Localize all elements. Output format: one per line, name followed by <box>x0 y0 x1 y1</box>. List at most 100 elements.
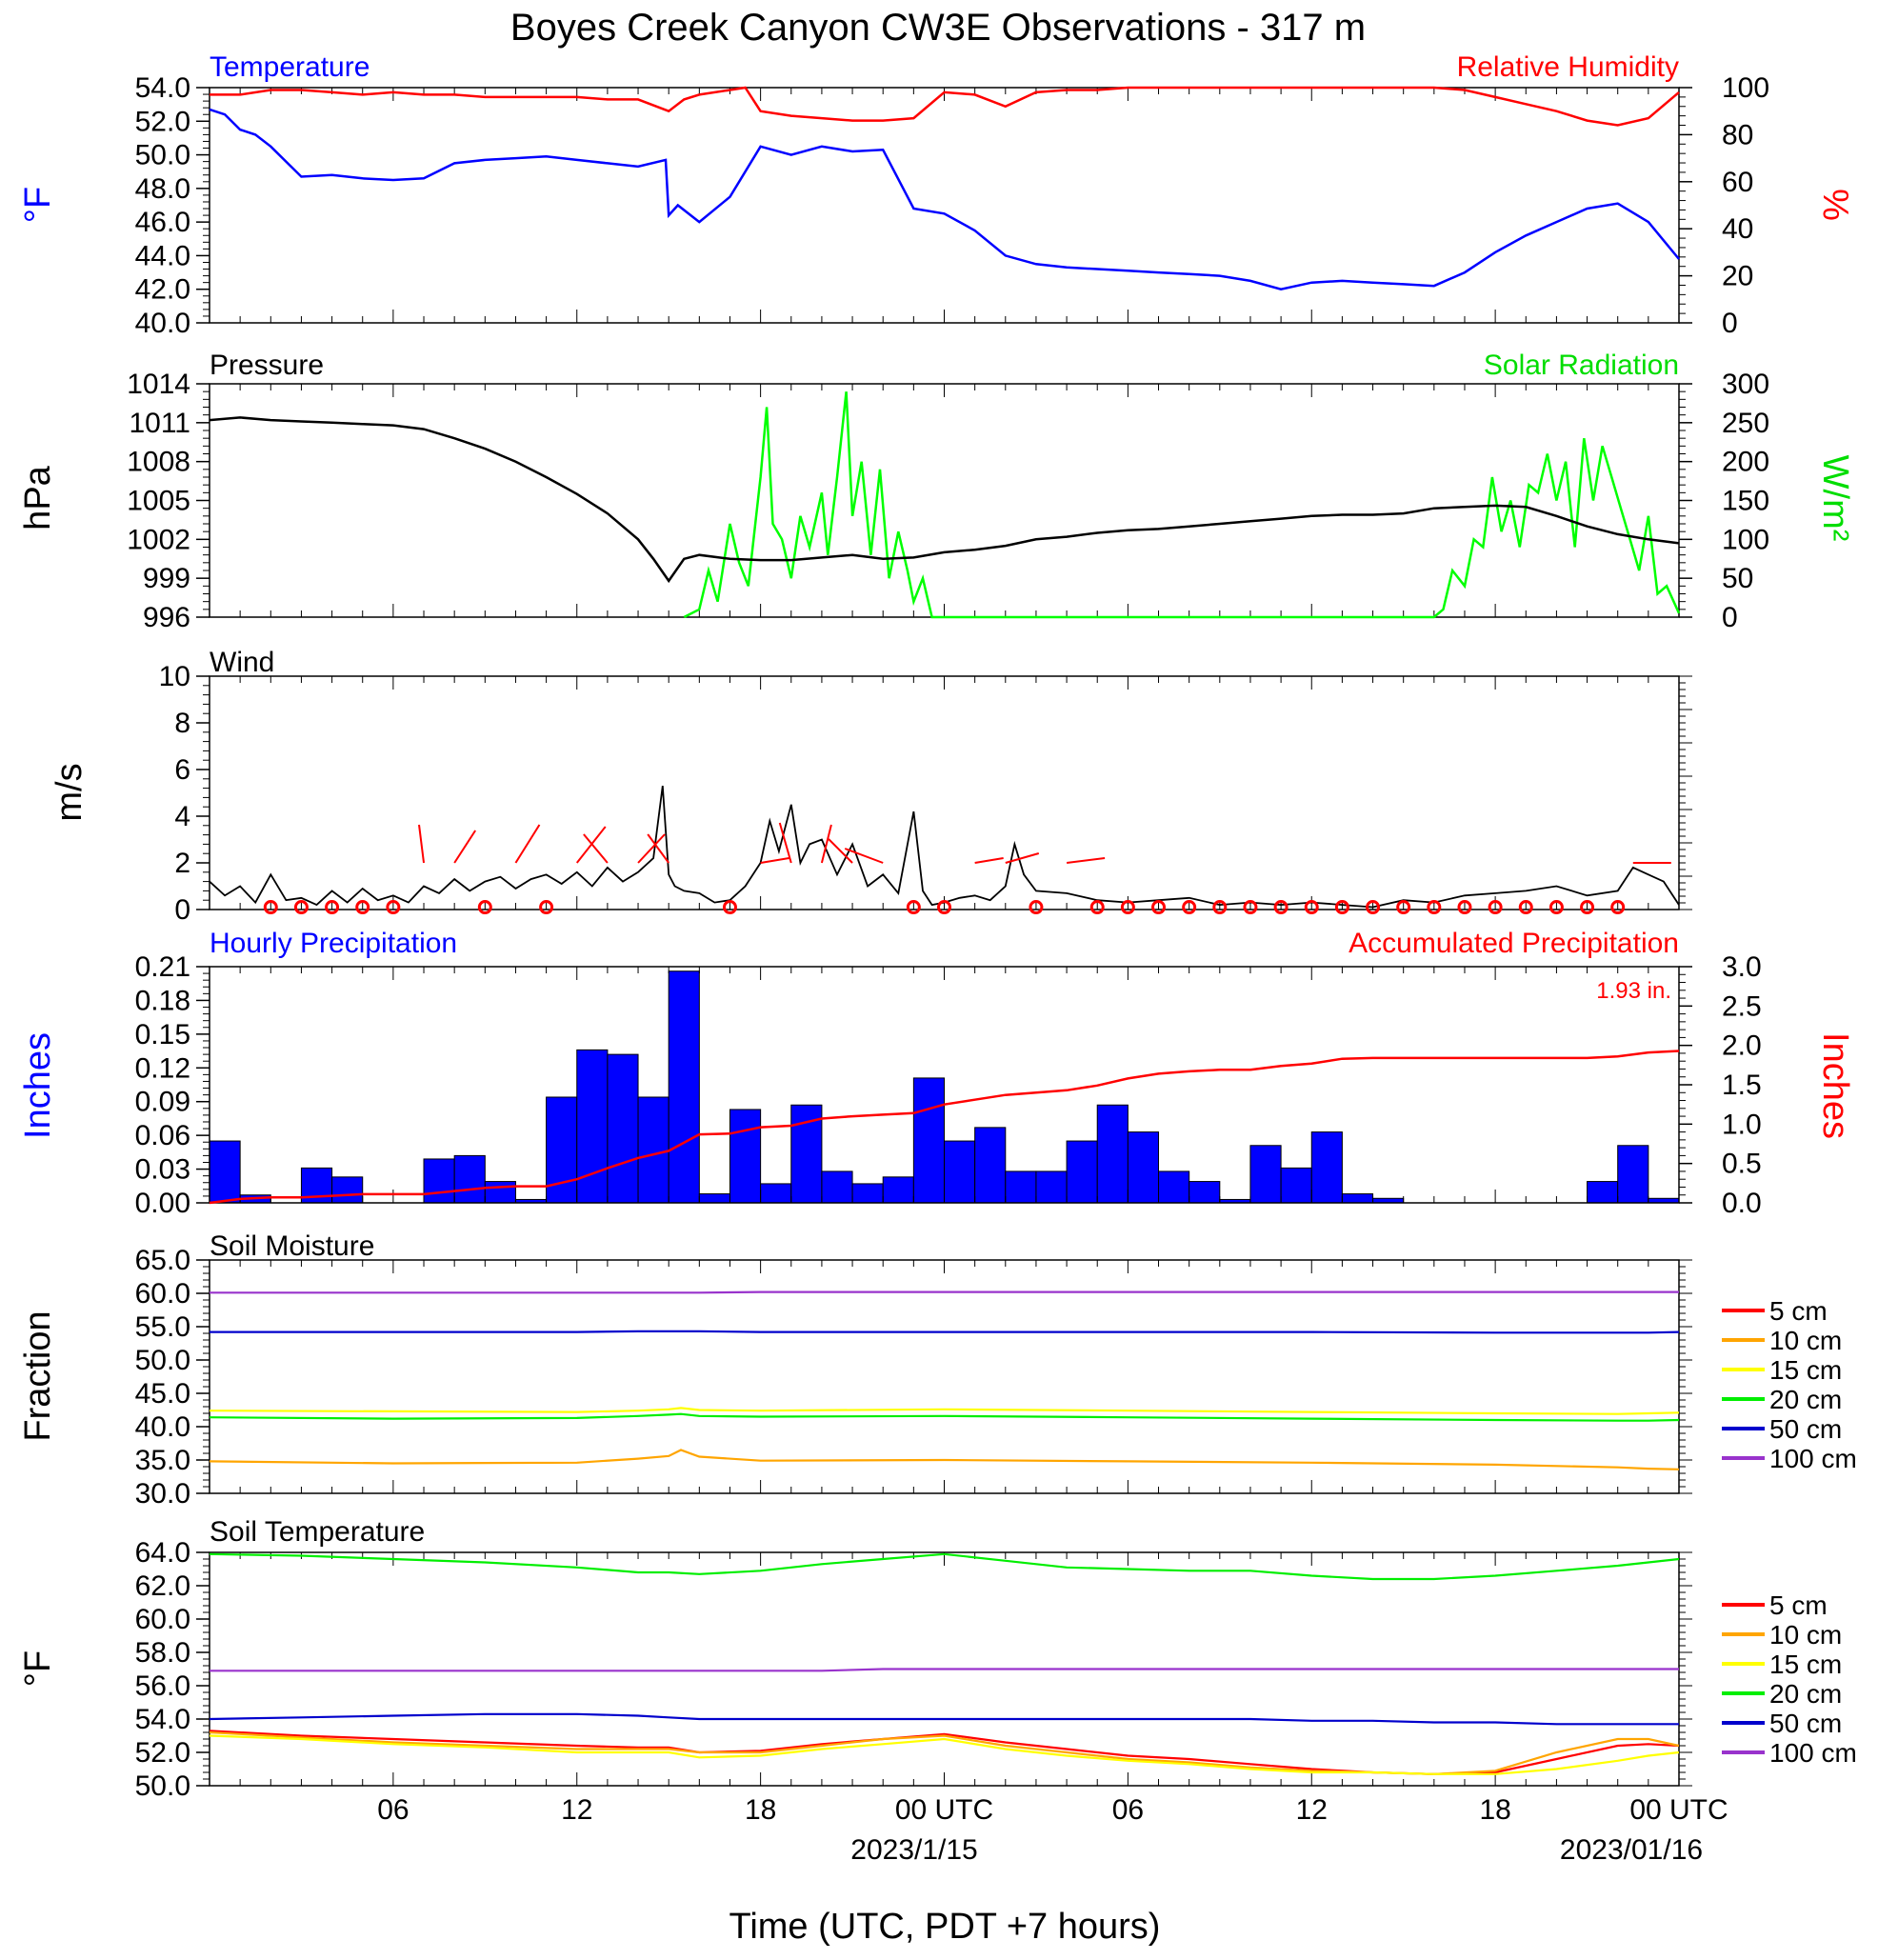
calm-wind-circle <box>1488 900 1503 915</box>
solar-radiation-line <box>683 391 1681 619</box>
precip-total-label: 1.93 in. <box>1596 978 1671 1004</box>
y2-tick-label: 150 <box>1722 486 1769 517</box>
y-tick-label: 1008 <box>127 447 190 478</box>
humidity-title: Relative Humidity <box>1457 51 1679 83</box>
y-tick-label: 65.0 <box>135 1245 190 1276</box>
y-tick-label: 50.0 <box>135 140 190 171</box>
soil-temp-right-ticks <box>1679 1551 1692 1787</box>
x-tick-label: 18 <box>1479 1794 1510 1826</box>
precip-bar <box>912 1077 946 1204</box>
precip-bar <box>453 1154 486 1204</box>
wind-barb <box>583 833 609 864</box>
panel-soil-temp: Soil Temperature °F 64.062.060.058.056.0… <box>18 1516 1857 1802</box>
accum-precip-axis-label: Inches <box>1815 1032 1855 1139</box>
wind-barb <box>828 838 853 864</box>
precip-bar <box>1310 1131 1343 1204</box>
soil-moisture-right-ticks <box>1679 1259 1692 1494</box>
y2-tick-label: 0 <box>1722 308 1738 339</box>
x-tick-label: 12 <box>561 1794 592 1826</box>
y2-tick-label: 0 <box>1722 602 1738 633</box>
calm-wind-circle <box>1610 900 1626 915</box>
soil-temp-line <box>209 1734 1680 1775</box>
precip-bar <box>423 1158 455 1204</box>
precip-bar <box>1280 1167 1312 1204</box>
precip-bar <box>1189 1181 1221 1204</box>
precip-bar <box>1158 1170 1190 1204</box>
precip-bar <box>1617 1145 1649 1204</box>
y-tick-label: 54.0 <box>135 1704 190 1735</box>
soil-temp-line <box>210 1668 1679 1672</box>
precip-bar <box>1127 1131 1160 1204</box>
precip-bar <box>821 1170 853 1204</box>
y-tick-label: 40.0 <box>135 308 190 339</box>
figure-title: Boyes Creek Canyon CW3E Observations - 3… <box>510 7 1366 49</box>
y-tick-label: 42.0 <box>135 274 190 306</box>
soil-moisture-line <box>209 1407 1680 1415</box>
y-tick-label: 1014 <box>127 369 190 400</box>
y-tick-label: 1002 <box>127 524 190 555</box>
y-tick-label: 46.0 <box>135 207 190 238</box>
legend-label: 20 cm <box>1769 1679 1842 1709</box>
precip-bar <box>1096 1104 1129 1204</box>
calm-wind-circle <box>1273 900 1289 915</box>
y-tick-label: 1011 <box>129 408 190 439</box>
wind-barb <box>453 830 477 864</box>
wind-barb <box>575 826 607 864</box>
y-tick-label: 10 <box>159 661 190 692</box>
x-tick-label: 06 <box>1112 1794 1144 1826</box>
y2-tick-label: 60 <box>1722 167 1753 198</box>
calm-wind-circle <box>1427 900 1442 915</box>
legend-label: 100 cm <box>1769 1738 1857 1768</box>
precip-bar <box>1249 1145 1282 1204</box>
y-tick-label: 2 <box>174 848 190 879</box>
calm-wind-circle <box>1151 900 1167 915</box>
precip-bar <box>1341 1193 1374 1204</box>
soil-temp-ticks: 64.062.060.058.056.054.052.050.0 <box>135 1537 210 1802</box>
calm-wind-circle <box>1182 900 1197 915</box>
soil-temp-line <box>209 1730 1680 1775</box>
soil-moisture-line <box>209 1412 1680 1422</box>
calm-wind-circle <box>1334 900 1349 915</box>
wind-barb <box>1066 857 1106 864</box>
y-tick-label: 0.21 <box>135 951 190 983</box>
precip-bar <box>209 1140 241 1204</box>
temperature-title: Temperature <box>210 51 370 83</box>
precip-bar <box>576 1049 609 1204</box>
legend-label: 20 cm <box>1769 1385 1842 1414</box>
calm-wind-circle <box>1243 900 1258 915</box>
temperature-line <box>209 108 1680 290</box>
wind-barb <box>1005 852 1040 864</box>
y2-tick-label: 100 <box>1722 524 1769 555</box>
wind-barb <box>514 824 541 864</box>
x-tick-label: 00 UTC <box>895 1794 993 1826</box>
calm-wind-circle <box>1548 900 1564 915</box>
legend-label: 15 cm <box>1769 1355 1842 1385</box>
soil-temp-line <box>209 1552 1680 1581</box>
y-tick-label: 30.0 <box>135 1478 190 1510</box>
wind-right-ticks <box>1679 675 1692 910</box>
pressure-solar-plot-frame <box>209 383 1680 618</box>
y2-tick-label: 3.0 <box>1722 951 1762 983</box>
calm-wind-circle <box>1518 900 1533 915</box>
y2-tick-label: 100 <box>1722 72 1769 104</box>
x-axis-label: Time (UTC, PDT +7 hours) <box>729 1907 1161 1947</box>
calm-wind-circle <box>1457 900 1472 915</box>
hourly-precip-title: Hourly Precipitation <box>210 928 457 959</box>
soil-temp-line <box>209 1730 1680 1775</box>
solar-axis-label: W/m² <box>1815 455 1855 542</box>
wind-barb <box>844 848 884 864</box>
y-tick-label: 55.0 <box>135 1311 190 1343</box>
panel-temp-rh: Temperature Relative Humidity °F % 54.05… <box>18 51 1855 339</box>
y-tick-label: 0 <box>174 894 190 926</box>
y-tick-label: 50.0 <box>135 1770 190 1802</box>
humidity-axis-label: % <box>1815 189 1855 221</box>
legend-label: 5 cm <box>1769 1590 1828 1620</box>
pressure-line <box>209 416 1680 584</box>
soil-temp-title: Soil Temperature <box>210 1516 425 1548</box>
wind-barb <box>418 824 426 864</box>
x-tick-label: 18 <box>745 1794 776 1826</box>
temperature-axis-label: °F <box>18 187 58 223</box>
soil-moisture-lines <box>209 1290 1680 1470</box>
